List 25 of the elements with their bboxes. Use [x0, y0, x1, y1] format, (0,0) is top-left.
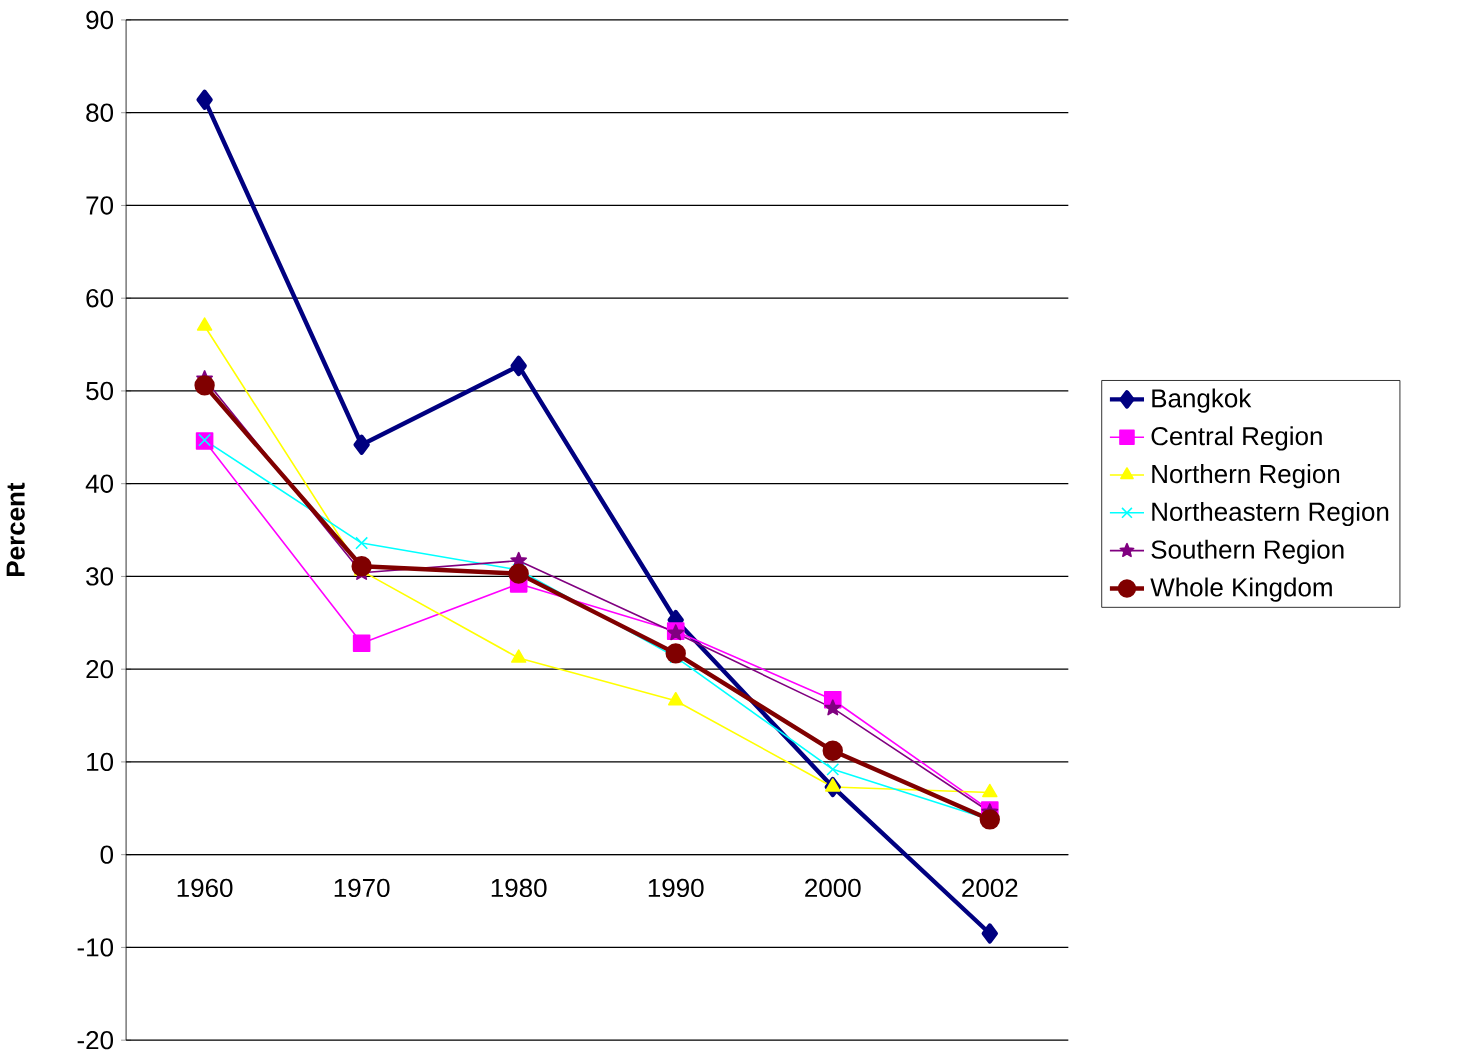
legend-label: Northern Region: [1152, 464, 1340, 489]
x-tick-label: 1970: [334, 878, 390, 898]
legend-label: Bangkok: [1152, 388, 1252, 413]
y-tick-label: -10: [77, 938, 114, 957]
y-tick-label: 90: [86, 10, 114, 30]
x-tick-label: 2002: [962, 878, 1018, 898]
y-tick-label: 70: [86, 196, 114, 215]
x-tick-label: 1990: [648, 878, 704, 898]
y-tick-label: 40: [85, 474, 114, 493]
legend-label: Northeastern Region: [1152, 501, 1389, 527]
x-tick-label: 1960: [177, 878, 233, 898]
y-tick-label: -20: [77, 1030, 114, 1050]
x-tick-label: 1980: [491, 878, 547, 898]
legend-label: Southern Region: [1151, 539, 1344, 564]
y-tick-label: 80: [86, 103, 114, 122]
y-tick-label: 60: [86, 288, 114, 308]
y-tick-label: 20: [86, 659, 114, 679]
y-tick-label: 0: [100, 845, 114, 864]
legend-label: Whole Kingdom: [1150, 577, 1332, 602]
legend-label: Central Region: [1151, 426, 1322, 451]
y-axis-title: Percent: [6, 482, 25, 576]
y-tick-label: 50: [86, 381, 114, 401]
y-tick-label: 10: [87, 752, 114, 772]
y-tick-label: 30: [86, 567, 114, 586]
x-tick-label: 2000: [805, 878, 861, 898]
